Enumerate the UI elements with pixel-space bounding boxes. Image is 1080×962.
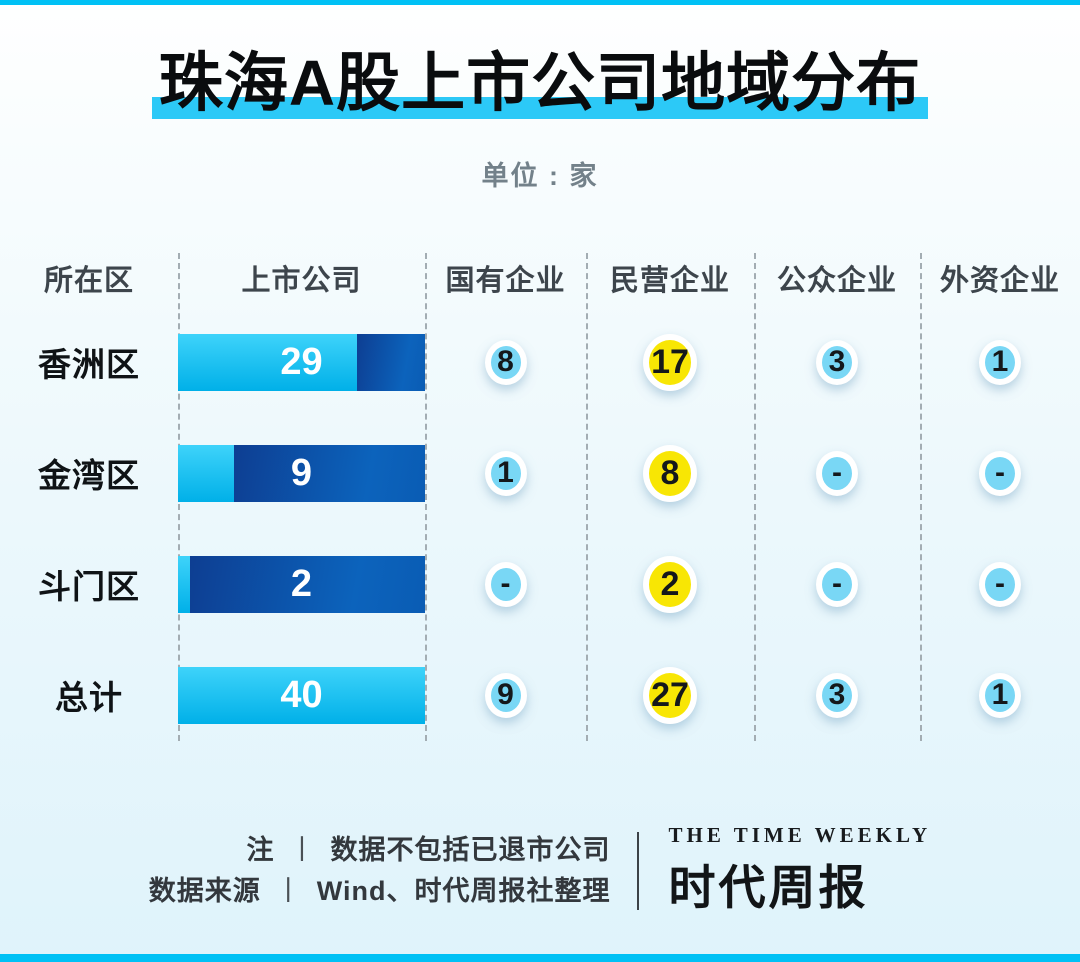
publisher-logo: THE TIME WEEKLY 时代周报 bbox=[669, 823, 932, 918]
column-header-foreign: 外资企业 bbox=[939, 264, 1060, 297]
footnote-separator: 丨 bbox=[288, 834, 317, 865]
bar-remainder-segment bbox=[190, 555, 425, 613]
listed-bar: 40 bbox=[178, 666, 425, 724]
state-owned-badge: 9 bbox=[484, 672, 527, 718]
district-label: 斗门区 bbox=[38, 568, 140, 606]
bar-remainder-segment bbox=[233, 444, 425, 502]
public-badge: - bbox=[816, 450, 858, 496]
private-badge: 17 bbox=[643, 333, 697, 391]
footnote-text: 数据不包括已退市公司 bbox=[330, 834, 611, 865]
footnote-label: 注 bbox=[246, 834, 275, 865]
foreign-badge: 1 bbox=[979, 339, 1021, 385]
state-owned-badge: 8 bbox=[484, 339, 527, 385]
foreign-badge: 1 bbox=[979, 672, 1021, 718]
district-label: 金湾区 bbox=[38, 457, 140, 495]
listed-bar: 2 bbox=[178, 555, 425, 613]
footer-divider bbox=[636, 831, 639, 910]
bar-value: 29 bbox=[280, 340, 323, 383]
public-badge: 3 bbox=[816, 672, 858, 718]
footer-notes: 注丨数据不包括已退市公司 数据来源丨 Wind、时代周报社整理 bbox=[149, 830, 611, 912]
bar-value: 2 bbox=[290, 562, 313, 605]
column-divider bbox=[920, 252, 922, 741]
footnote-line: 注丨数据不包括已退市公司 bbox=[149, 830, 611, 871]
public-badge: - bbox=[816, 561, 858, 607]
source-line: 数据来源丨 Wind、时代周报社整理 bbox=[149, 871, 611, 912]
private-badge: 27 bbox=[643, 666, 697, 724]
page-title-text: 珠海A股上市公司地域分布 bbox=[158, 47, 922, 119]
district-label: 香洲区 bbox=[38, 346, 140, 384]
bar-fill-segment bbox=[178, 444, 234, 502]
foreign-badge: - bbox=[979, 450, 1021, 496]
listed-bar: 29 bbox=[178, 333, 425, 391]
distribution-table: 所在区 上市公司 国有企业 民营企业 公众企业 外资企业 香洲区 29 8 17… bbox=[0, 249, 1080, 751]
publisher-logo-english: THE TIME WEEKLY bbox=[668, 823, 932, 847]
unit-label: 单位 : 家 bbox=[481, 160, 599, 191]
column-header-district: 所在区 bbox=[43, 264, 134, 297]
column-header-listed: 上市公司 bbox=[241, 264, 362, 297]
public-badge: 3 bbox=[816, 339, 858, 385]
bar-remainder-segment bbox=[357, 333, 425, 391]
state-owned-badge: 1 bbox=[484, 450, 527, 496]
bar-value: 40 bbox=[280, 673, 323, 716]
column-divider bbox=[425, 252, 427, 741]
page-title: 珠海A股上市公司地域分布 bbox=[151, 47, 929, 120]
listed-bar: 9 bbox=[178, 444, 425, 502]
publisher-logo-chinese: 时代周报 bbox=[668, 863, 869, 915]
bottom-accent-strip bbox=[0, 954, 1080, 962]
listed-bar-cell: 2 bbox=[178, 529, 425, 640]
column-header-state-owned: 国有企业 bbox=[445, 264, 566, 297]
private-badge: 8 bbox=[643, 444, 697, 502]
source-separator: 丨 bbox=[274, 875, 303, 906]
bar-value: 9 bbox=[290, 451, 313, 494]
column-header-public: 公众企业 bbox=[776, 264, 897, 297]
column-header-private: 民营企业 bbox=[609, 264, 730, 297]
bar-fill-segment bbox=[178, 333, 358, 391]
column-divider bbox=[754, 252, 756, 741]
source-label: 数据来源 bbox=[148, 875, 261, 906]
footer: 注丨数据不包括已退市公司 数据来源丨 Wind、时代周报社整理 THE TIME … bbox=[0, 823, 1080, 918]
foreign-badge: - bbox=[979, 561, 1021, 607]
private-badge: 2 bbox=[643, 555, 697, 613]
bar-fill-segment bbox=[178, 666, 425, 724]
source-text: Wind、时代周报社整理 bbox=[316, 875, 611, 906]
top-accent-strip bbox=[0, 0, 1080, 5]
state-owned-badge: - bbox=[484, 561, 527, 607]
district-label: 总计 bbox=[55, 679, 123, 717]
bar-fill-segment bbox=[178, 555, 191, 613]
column-divider bbox=[586, 252, 588, 741]
listed-bar-cell: 40 bbox=[178, 640, 425, 751]
listed-bar-cell: 29 bbox=[178, 307, 425, 418]
listed-bar-cell: 9 bbox=[178, 418, 425, 529]
